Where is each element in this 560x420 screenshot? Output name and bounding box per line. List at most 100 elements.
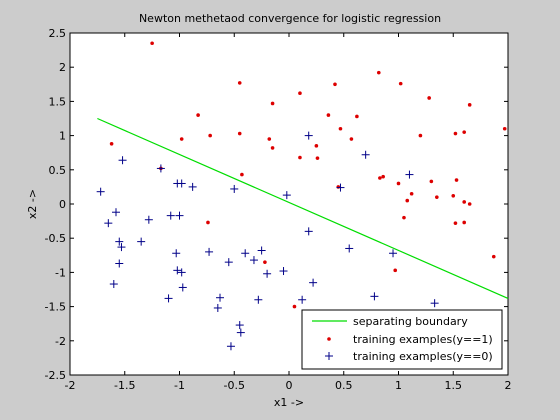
point-negative: [370, 292, 379, 301]
point-negative: [118, 156, 127, 165]
point-negative: [304, 227, 313, 236]
point-positive: [326, 113, 331, 117]
point-negative: [430, 299, 439, 308]
point-positive: [270, 101, 275, 106]
point-negative: [178, 283, 187, 292]
y-tick-label: 0: [59, 198, 66, 211]
point-negative: [109, 280, 118, 289]
point-positive: [462, 220, 467, 225]
point-negative: [216, 293, 225, 302]
point-positive: [396, 181, 401, 186]
point-negative: [263, 269, 272, 278]
point-negative: [235, 321, 244, 330]
point-negative: [213, 303, 222, 312]
point-negative: [172, 249, 181, 258]
legend-label-boundary: separating boundary: [353, 315, 468, 328]
separating-boundary-line: [97, 117, 509, 299]
point-positive: [409, 191, 414, 196]
point-positive: [349, 137, 354, 141]
legend-label-positive: training examples(y==1): [353, 333, 493, 346]
point-negative: [166, 211, 175, 220]
point-negative: [96, 187, 105, 196]
point-positive: [206, 220, 210, 225]
point-negative: [177, 268, 186, 277]
point-negative: [361, 150, 370, 159]
point-positive: [208, 133, 212, 138]
legend: separating boundary training examples(y=…: [301, 309, 503, 370]
point-positive: [270, 146, 275, 150]
y-axis-label: x2 ->: [26, 189, 39, 219]
point-positive: [333, 82, 337, 87]
point-negative: [115, 237, 124, 246]
point-negative: [173, 266, 182, 275]
x-tick-label: -1.5: [114, 379, 135, 392]
point-positive: [462, 200, 467, 204]
point-negative: [177, 179, 186, 188]
point-negative: [405, 170, 414, 179]
y-tick-label: 1: [59, 130, 66, 143]
x-tick-label: 1.5: [445, 379, 463, 392]
point-positive: [435, 195, 439, 199]
point-positive: [467, 202, 472, 206]
point-positive: [381, 174, 385, 179]
point-positive: [150, 41, 154, 46]
point-negative: [279, 267, 288, 276]
point-positive: [237, 131, 242, 136]
point-positive: [427, 96, 431, 100]
point-positive: [338, 126, 343, 131]
point-positive: [453, 221, 458, 225]
point-negative: [336, 183, 345, 192]
point-negative: [282, 191, 291, 200]
point-positive: [462, 130, 467, 134]
y-tick-label: 2: [59, 61, 66, 74]
boundary-layer: [97, 117, 509, 299]
point-negative: [117, 243, 126, 252]
point-positive: [179, 137, 184, 141]
point-negative: [236, 328, 245, 337]
point-positive: [240, 172, 244, 177]
point-positive: [454, 178, 459, 182]
point-positive: [418, 133, 423, 138]
point-negative: [389, 249, 398, 258]
point-positive: [378, 176, 382, 180]
point-negative: [156, 164, 165, 173]
x-tick-label: 0: [286, 379, 293, 392]
legend-label-negative: training examples(y==0): [353, 350, 493, 363]
y-tick-label: 1.5: [49, 95, 67, 108]
y-tick-label: -1.5: [45, 301, 66, 314]
points-layer: [96, 41, 507, 351]
point-positive: [263, 260, 267, 264]
point-negative: [188, 182, 197, 191]
legend-box: [301, 309, 503, 370]
point-negative: [144, 215, 153, 224]
point-negative: [175, 211, 184, 220]
point-negative: [298, 295, 307, 304]
point-negative: [254, 295, 263, 304]
point-positive: [453, 131, 458, 136]
chart-title: Newton methetaod convergence for logisti…: [139, 12, 441, 25]
point-negative: [115, 259, 124, 268]
point-negative: [111, 208, 120, 217]
y-tick-label: -0.5: [45, 232, 66, 245]
point-negative: [304, 131, 313, 140]
x-axis-label: x1 ->: [274, 396, 304, 409]
y-tick-label: -1: [55, 266, 66, 279]
point-positive: [267, 137, 272, 141]
point-positive: [491, 254, 496, 259]
point-positive: [315, 156, 320, 160]
point-negative: [164, 294, 173, 303]
point-negative: [224, 258, 233, 267]
point-positive: [393, 268, 398, 273]
y-tick-label: 0.5: [49, 164, 67, 177]
x-tick-label: -2: [65, 379, 76, 392]
point-negative: [230, 184, 239, 193]
point-positive: [405, 198, 410, 203]
ticks-layer: -2 -1.5 -1 -0.5 0 0.5 1 1.5 2-2.5-2-1.5-1-0.500.…: [45, 27, 512, 392]
point-positive: [298, 91, 302, 95]
point-positive: [355, 114, 359, 119]
point-negative: [241, 249, 250, 258]
point-negative: [309, 278, 318, 287]
point-positive: [502, 126, 507, 131]
point-positive: [298, 155, 302, 160]
